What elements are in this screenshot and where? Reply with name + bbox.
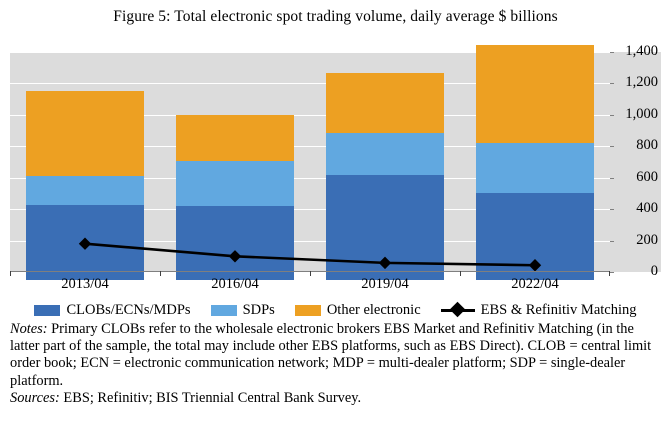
gridline [10,240,610,242]
y-axis-tick [610,272,614,273]
notes-label: Notes: [10,321,48,337]
bar-segment[interactable] [476,45,594,144]
chart-canvas: 1,400 1,200 1,000 800 600 400 200 0 2013/04 2016… [10,44,661,292]
line-path [84,242,536,267]
legend-item[interactable]: Other electronic [294,301,421,319]
gridline [10,146,610,148]
x-axis-category-label: 2022/04 [511,276,559,292]
diamond-marker-icon[interactable] [528,259,542,272]
legend-swatch-icon [210,304,237,316]
y-axis-tick [610,52,614,53]
bar-segment[interactable] [176,206,294,280]
sources-label: Sources: [10,389,60,406]
legend-item[interactable]: CLOBs/ECNs/MDPs [34,301,191,319]
x-axis-category-label: 2019/04 [361,276,409,292]
figure-notes: Notes: Primary CLOBs refer to the wholes… [10,321,662,407]
y-axis-tick [610,240,614,242]
x-axis-tick [310,271,311,276]
legend-label: SDPs [242,301,275,318]
bar-segment[interactable] [326,72,444,134]
legend-swatch-icon [34,304,61,316]
legend-label: Other electronic [326,301,421,318]
notes-text: Primary CLOBs refer to the wholesale ele… [10,321,652,389]
sources-text: EBS; Refinitiv; BIS Triennial Central Ba… [59,389,362,406]
bar-segment[interactable] [26,90,144,177]
x-axis-category-label: 2013/04 [61,276,109,292]
bar-segment[interactable] [176,115,294,161]
gridline [10,177,610,179]
bar-segment[interactable] [476,143,594,193]
gridline [10,83,610,85]
y-axis-label: 600 [636,168,658,185]
y-axis-tick [610,177,614,179]
gridline [10,52,610,53]
bar-segment[interactable] [26,176,144,205]
bar-segment[interactable] [176,160,294,207]
y-axis-label: 400 [636,200,658,217]
y-axis-tick [610,146,614,148]
gridline [10,114,610,116]
y-axis-tick [610,83,614,85]
y-axis-label: 1,400 [625,43,658,59]
diamond-marker-icon[interactable] [78,237,92,250]
x-axis-tick [460,271,461,276]
x-axis-category-label: 2016/04 [211,276,259,292]
y-axis-label: 200 [636,231,658,248]
line-series-layer [78,237,542,272]
y-axis-strip [610,52,661,272]
diamond-marker-icon[interactable] [228,250,242,263]
gridline [10,209,610,211]
y-axis-label: 0 [650,263,658,279]
legend-label: CLOBs/ECNs/MDPs [66,301,191,318]
y-axis-label: 1,200 [625,74,658,91]
bar-segment[interactable] [326,133,444,175]
legend-item[interactable]: SDPs [210,301,275,319]
bar-stack[interactable] [176,60,294,280]
legend-label: EBS & Refinitiv Matching [480,301,637,318]
y-axis-tick [610,209,614,211]
y-axis-tick [610,114,614,116]
page-title: Figure 5: Total electronic spot trading … [113,8,558,25]
x-axis-tick [160,271,161,276]
chart-legend: CLOBs/ECNs/MDPs SDPs Other electronic EBS &… [0,300,671,320]
x-axis-tick [10,271,11,276]
legend-swatch-icon [294,304,321,316]
legend-item[interactable]: EBS & Refinitiv Matching [440,301,637,319]
y-axis-label: 1,000 [625,105,658,122]
x-axis-tick [609,271,610,276]
legend-line-marker-icon [440,301,475,318]
y-axis-label: 800 [636,137,658,154]
diamond-marker-icon[interactable] [378,256,392,270]
bar-stack[interactable] [476,45,594,280]
